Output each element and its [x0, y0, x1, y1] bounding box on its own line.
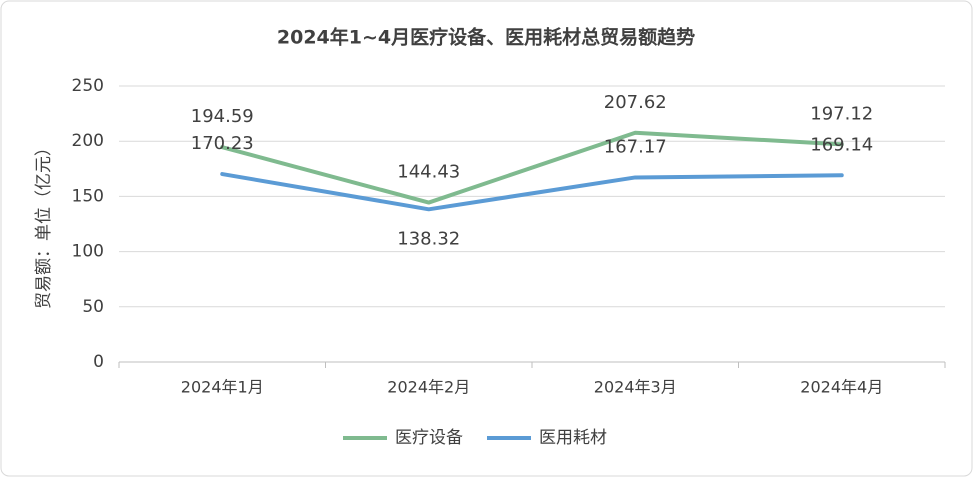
- y-tick-label: 200: [72, 131, 104, 151]
- y-axis-label: 贸易额：单位（亿元）: [34, 139, 54, 309]
- x-tick-label: 2024年3月: [594, 378, 677, 397]
- value-label: 169.14: [810, 134, 873, 155]
- x-tick-label: 2024年2月: [387, 378, 470, 397]
- series-line: [220, 172, 844, 212]
- y-tick-label: 0: [93, 352, 104, 372]
- value-label: 138.32: [397, 228, 460, 249]
- y-tick-label: 100: [72, 242, 104, 262]
- legend-label: 医用耗材: [539, 428, 607, 448]
- value-label: 167.17: [604, 136, 667, 157]
- chart-title: 2024年1~4月医疗设备、医用耗材总贸易额趋势: [277, 26, 695, 49]
- y-tick-label: 50: [82, 297, 104, 317]
- legend-label: 医疗设备: [395, 428, 463, 448]
- value-label: 144.43: [397, 162, 460, 183]
- y-tick-label: 250: [72, 76, 104, 96]
- x-tick-label: 2024年4月: [800, 378, 883, 397]
- value-label: 194.59: [191, 106, 254, 127]
- x-tick-label: 2024年1月: [181, 378, 264, 397]
- value-label: 170.23: [191, 133, 254, 154]
- value-label: 207.62: [604, 92, 667, 113]
- value-label: 197.12: [810, 103, 873, 124]
- series-line: [220, 130, 844, 205]
- y-tick-label: 150: [72, 186, 104, 206]
